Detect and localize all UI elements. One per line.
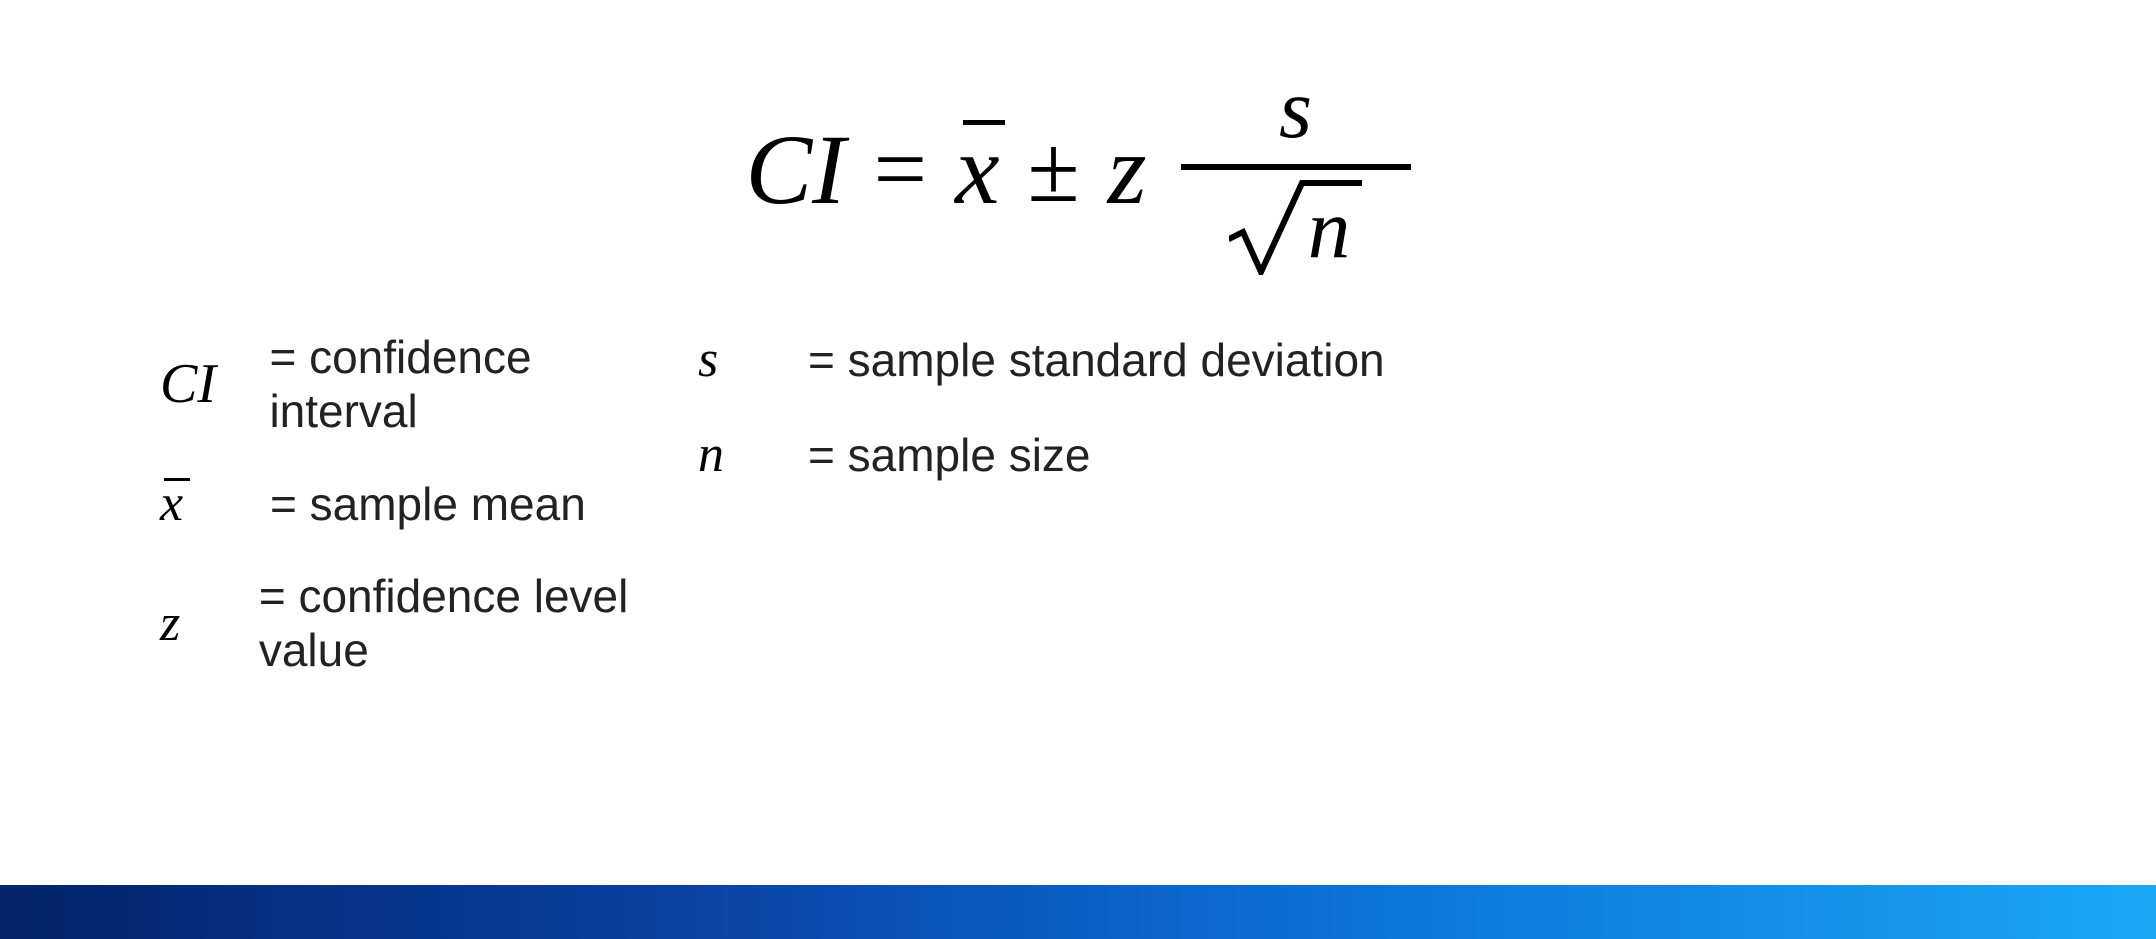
legend-item-z: z = confidence level value [160, 569, 690, 677]
legend-symbol-s: s [698, 330, 788, 389]
legend-item-xbar: x = sample mean [160, 474, 690, 533]
plus-minus-sign: ± [1027, 114, 1079, 224]
legend-col-right: s = sample standard deviation n = sample… [698, 330, 1478, 677]
sqrt-sign-icon [1229, 180, 1304, 275]
formula-xbar: x [955, 112, 999, 227]
legend-desc-s: = sample standard deviation [808, 333, 1385, 387]
legend-desc-xbar: = sample mean [270, 477, 586, 531]
legend: CI = confidence interval x = sample mean… [160, 330, 1990, 677]
legend-desc-n: = sample size [808, 428, 1091, 482]
legend-desc-z: = confidence level value [259, 569, 690, 677]
legend-item-n: n = sample size [698, 425, 1478, 484]
legend-symbol-z: z [160, 594, 239, 653]
formula-container: CI = x ± z s n [0, 60, 2156, 278]
formula-denominator: n [1229, 170, 1363, 278]
formula-numerator: s [1279, 60, 1312, 164]
legend-symbol-n: n [698, 425, 788, 484]
legend-item-s: s = sample standard deviation [698, 330, 1478, 389]
equals-sign: = [873, 114, 927, 224]
legend-col-left: CI = confidence interval x = sample mean… [160, 330, 690, 677]
bottom-gradient-bar [0, 885, 2156, 939]
formula-fraction: s n [1181, 60, 1411, 278]
legend-symbol-ci: CI [160, 352, 249, 416]
confidence-interval-formula: CI = x ± z s n [745, 60, 1410, 278]
formula-radicand: n [1304, 180, 1363, 278]
sqrt-wrap: n [1229, 180, 1363, 278]
legend-symbol-xbar: x [160, 474, 250, 533]
formula-z: z [1108, 112, 1147, 227]
formula-lhs: CI [745, 112, 845, 227]
legend-desc-ci: = confidence interval [269, 330, 690, 438]
legend-item-ci: CI = confidence interval [160, 330, 690, 438]
